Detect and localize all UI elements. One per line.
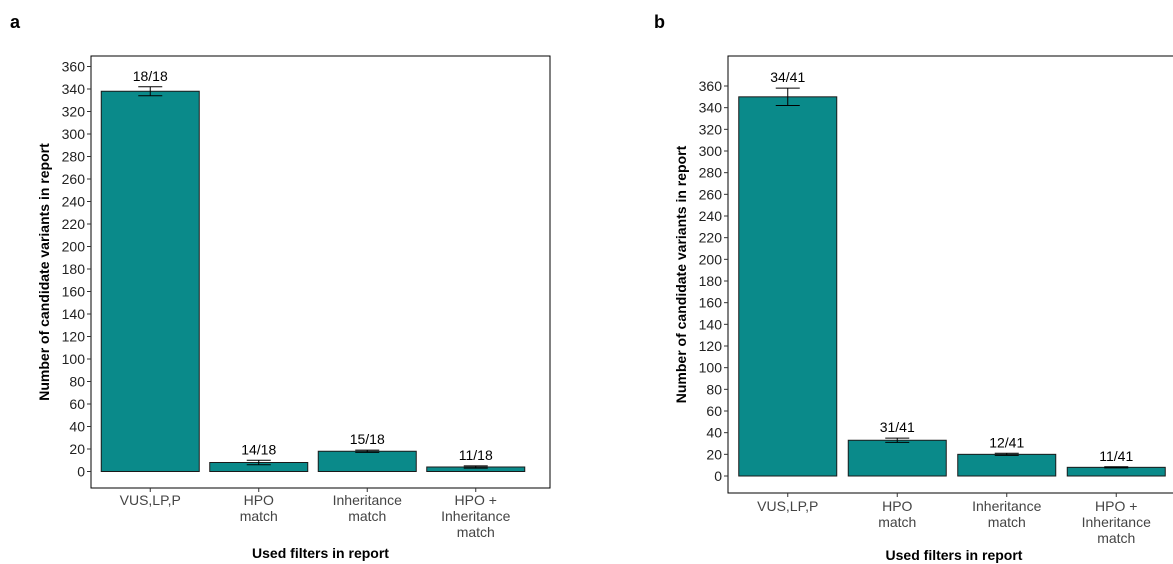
panel-a-y-tick-label: 140 (62, 306, 86, 322)
panel-b-data-label: 31/41 (880, 419, 915, 435)
panel-b-data-label: 11/41 (1099, 448, 1133, 464)
panel-a-category-label: VUS,LP,P (120, 492, 181, 508)
panel-a-y-tick-label: 0 (77, 464, 85, 480)
panel-b-y-tick-label: 100 (699, 360, 723, 376)
panel-a-y-tick-label: 180 (62, 261, 86, 277)
panel-b-y-tick-label: 180 (699, 273, 723, 289)
panel-a-category-label-line: HPO + (455, 492, 497, 508)
panel-a-x-axis-label: Used filters in report (252, 545, 389, 561)
panel-a-y-tick-label: 160 (62, 284, 86, 300)
panel-a-y-tick-label: 340 (62, 81, 86, 97)
panel-a-y-tick-label: 20 (69, 441, 85, 457)
panel-b-data-label: 34/41 (770, 69, 805, 85)
panel-b-y-tick-label: 40 (706, 425, 722, 441)
panel-b-category-label-line: VUS,LP,P (757, 498, 818, 514)
panel-a-y-tick-label: 120 (62, 329, 86, 345)
panel-b-bar (738, 96, 838, 477)
panel-b-category-label-line: Inheritance (1082, 514, 1151, 530)
panel-letter-a: a (10, 12, 21, 32)
panel-a-y-tick-label: 320 (62, 104, 86, 120)
panel-b-y-tick-label: 220 (699, 230, 723, 246)
panel-a-y-tick-label: 200 (62, 239, 86, 255)
panel-a-data-label: 18/18 (133, 68, 168, 84)
panel-a-plot-frame (90, 55, 551, 489)
panel-a-y-tick-label: 280 (62, 149, 86, 165)
panel-a-category-label-line: HPO (244, 492, 274, 508)
panel-b-y-tick-label: 240 (699, 208, 723, 224)
panel-a-y-tick-label: 80 (69, 374, 85, 390)
panel-b-category-label: HPO match (878, 498, 916, 530)
panel-b-y-axis-label: Number of candidate variants in report (673, 145, 689, 403)
panel-b-category-label-line: HPO (882, 498, 912, 514)
panel-a-category-label: Inheritance match (333, 492, 402, 524)
panel-a-y-tick-label: 100 (62, 351, 86, 367)
panel-b-category-label-line: Inheritance (972, 498, 1041, 514)
panel-b-x-axis-label: Used filters in report (886, 547, 1023, 563)
panel-a-y-tick-label: 60 (69, 396, 85, 412)
panel-b-category-label-line: match (1097, 530, 1135, 546)
panel-b-y-tick-label: 200 (699, 251, 723, 267)
panel-b-plot-frame (727, 55, 1173, 494)
panel-a-y-tick-label: 220 (62, 216, 86, 232)
panel-b-y-tick-label: 300 (699, 143, 723, 159)
panel-a-y-axis-label: Number of candidate variants in report (36, 143, 52, 401)
panel-b-y-tick-label: 140 (699, 316, 723, 332)
panel-a-category-label: HPO + Inheritance match (441, 492, 510, 540)
panel-a-y-tick-label: 260 (62, 171, 86, 187)
panel-b-category-label: Inheritance match (972, 498, 1041, 530)
panel-b-category-label-line: HPO + (1095, 498, 1137, 514)
panel-a-y-tick-label: 240 (62, 194, 86, 210)
panel-b-y-tick-label: 0 (714, 468, 722, 484)
panel-b-y-tick-label: 160 (699, 295, 723, 311)
panel-b-y-tick-label: 120 (699, 338, 723, 354)
panel-b-y-tick-label: 80 (706, 381, 722, 397)
panel-b-y-tick-label: 360 (699, 78, 723, 94)
panel-a-category-label: HPO match (240, 492, 278, 524)
panel-b-category-label-line: match (988, 514, 1026, 530)
panel-b-category-label: VUS,LP,P (757, 498, 818, 514)
panel-a-data-label: 11/18 (459, 447, 493, 463)
panel-a-category-label-line: match (348, 508, 386, 524)
panel-b-bar (847, 439, 947, 477)
panel-b-category-label: HPO + Inheritance match (1082, 498, 1151, 546)
panel-a-bar (317, 450, 417, 472)
panel-a-data-label: 15/18 (350, 431, 385, 447)
panel-b-bar (957, 453, 1057, 477)
panel-letter-b: b (654, 12, 665, 32)
panel-b-y-tick-label: 320 (699, 121, 723, 137)
panel-b-y-tick-label: 260 (699, 186, 723, 202)
panel-a-y-tick-label: 300 (62, 126, 86, 142)
panel-b-data-label: 12/41 (989, 434, 1024, 450)
panel-b-bar (1066, 466, 1166, 477)
panel-b-y-tick-label: 60 (706, 403, 722, 419)
panel-a-data-label: 14/18 (241, 441, 276, 457)
panel-a-category-label-line: Inheritance (333, 492, 402, 508)
panel-a-category-label-line: Inheritance (441, 508, 510, 524)
panel-b-y-tick-label: 280 (699, 165, 723, 181)
panel-a-category-label-line: VUS,LP,P (120, 492, 181, 508)
panel-a-category-label-line: match (240, 508, 278, 524)
panel-b-category-label-line: match (878, 514, 916, 530)
panel-b-y-tick-label: 20 (706, 446, 722, 462)
panel-a-bar (100, 90, 200, 472)
panel-a-y-tick-label: 360 (62, 59, 86, 75)
panel-a-y-tick-label: 40 (69, 419, 85, 435)
panel-b-y-tick-label: 340 (699, 100, 723, 116)
panel-a-category-label-line: match (457, 524, 495, 540)
